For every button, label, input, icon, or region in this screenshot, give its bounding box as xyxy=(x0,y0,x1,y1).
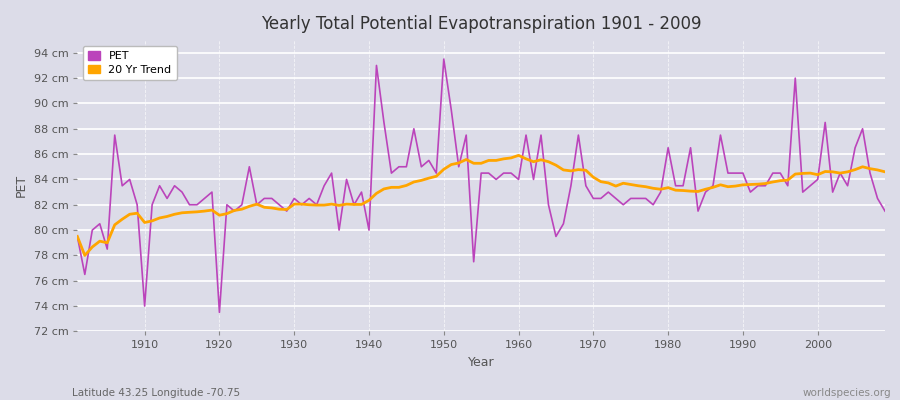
Text: Latitude 43.25 Longitude -70.75: Latitude 43.25 Longitude -70.75 xyxy=(72,388,240,398)
Y-axis label: PET: PET xyxy=(15,174,28,197)
X-axis label: Year: Year xyxy=(468,356,494,369)
Legend: PET, 20 Yr Trend: PET, 20 Yr Trend xyxy=(83,46,177,80)
Text: worldspecies.org: worldspecies.org xyxy=(803,388,891,398)
Title: Yearly Total Potential Evapotranspiration 1901 - 2009: Yearly Total Potential Evapotranspiratio… xyxy=(261,15,701,33)
